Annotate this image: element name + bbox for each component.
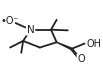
Text: •O⁻: •O⁻ [1, 16, 19, 26]
Polygon shape [57, 42, 72, 49]
Text: N: N [27, 25, 35, 35]
Text: O: O [77, 54, 85, 64]
Text: OH: OH [86, 39, 101, 49]
